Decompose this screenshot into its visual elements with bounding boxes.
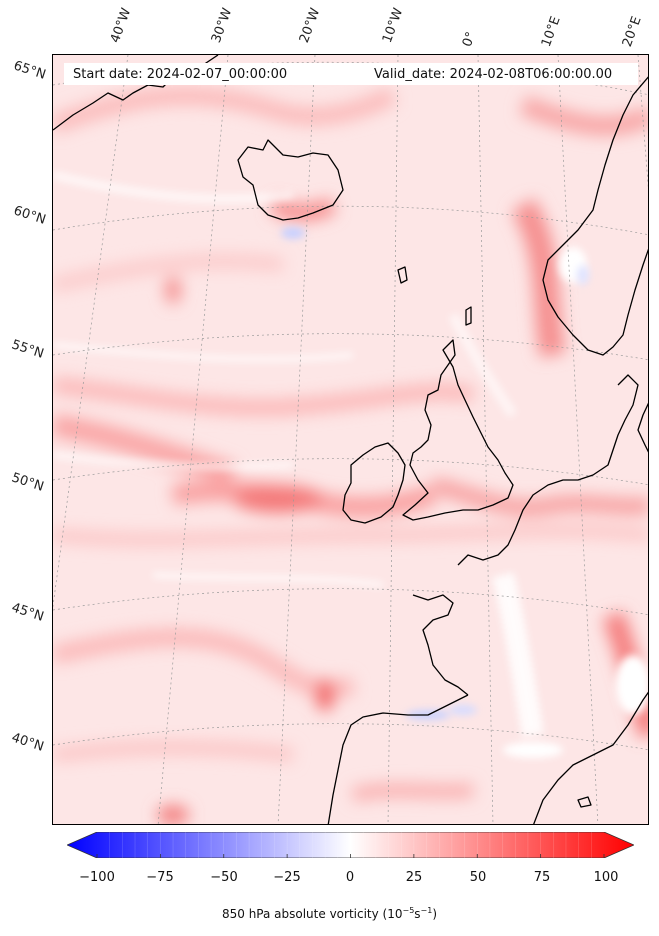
lat-label-50n: 50°N: [9, 470, 46, 495]
lon-label-10e: 10°E: [538, 14, 564, 50]
colorbar: [67, 832, 634, 858]
lat-label-55n: 55°N: [9, 337, 46, 362]
coastline-denmark: [457, 374, 639, 566]
coastline-iceland: [237, 139, 344, 221]
colorbar-title-sup1: −5: [402, 906, 415, 915]
colorbar-tick-marks: [96, 832, 605, 858]
colorbar-tick-label: 75: [533, 870, 551, 885]
colorbar-bar: [67, 832, 634, 858]
coastline-faroe: [397, 266, 408, 284]
colorbar-title-sup2: −1: [420, 906, 433, 915]
coastline-mediterranean: [533, 691, 648, 824]
colorbar-title: 850 hPa absolute vorticity (10−5s−1): [0, 906, 659, 921]
colorbar-tick-label: 50: [469, 870, 487, 885]
colorbar-tick-label: 100: [593, 870, 619, 885]
coastline-iberia: [327, 694, 469, 824]
coastline-shetland: [465, 306, 472, 326]
coastline-balearic: [577, 796, 592, 808]
colorbar-tick-label: −50: [210, 870, 238, 885]
colorbar-title-mid: s: [414, 907, 421, 921]
colorbar-tick-label: 0: [345, 870, 355, 885]
coastline-ireland: [342, 442, 406, 524]
lat-label-65n: 65°N: [11, 58, 48, 83]
colorbar-tick-label: −75: [146, 870, 174, 885]
lon-label-0: 0°: [459, 29, 480, 49]
colorbar-tick-label: −100: [79, 870, 115, 885]
colorbar-title-end: ): [432, 907, 438, 921]
lon-label-20e: 20°E: [619, 14, 645, 50]
positive-vorticity-features: [53, 86, 648, 824]
lon-label-20w: 20°W: [296, 6, 324, 45]
lat-label-40n: 40°N: [9, 730, 46, 755]
valid-date-label: Valid_date: 2024-02-08T06:00:00.00: [374, 67, 613, 82]
coastline-france: [412, 594, 469, 696]
lat-label-60n: 60°N: [11, 203, 48, 228]
colorbar-tick-label: 25: [405, 870, 423, 885]
colorbar-title-text: 850 hPa absolute vorticity (10: [221, 907, 403, 921]
coastline-norway: [542, 76, 648, 356]
coastline-baltic: [637, 402, 648, 453]
coastlines: [53, 55, 648, 824]
vorticity-map: [53, 55, 648, 824]
lat-label-45n: 45°N: [9, 600, 46, 625]
colorbar-tick-label: −25: [273, 870, 301, 885]
header-band: [64, 63, 638, 85]
lon-label-10w: 10°W: [379, 6, 407, 45]
coastline-great-britain: [402, 339, 514, 521]
lon-label-30w: 30°W: [208, 6, 236, 45]
start-date-label: Start date: 2024-02-07_00:00:00: [73, 67, 288, 82]
map-panel: [52, 54, 649, 825]
lon-label-40w: 40°W: [107, 6, 135, 45]
